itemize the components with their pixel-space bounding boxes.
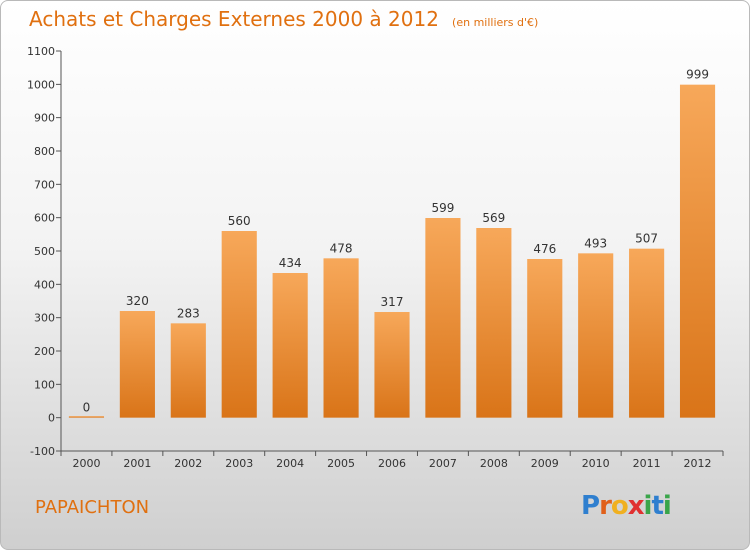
bar xyxy=(374,312,410,418)
x-tick-label: 2004 xyxy=(276,457,304,470)
logo-letter: P xyxy=(581,491,600,521)
bar xyxy=(170,323,206,418)
x-tick-label: 2010 xyxy=(582,457,610,470)
axes: -100 0 100 200 300 400 500 600 700 800 900 1000 1100… xyxy=(27,45,724,470)
bar xyxy=(221,231,257,418)
x-tick-label: 2002 xyxy=(174,457,202,470)
y-tick-label: 1000 xyxy=(27,78,55,91)
town-name: PAPAICHTON xyxy=(35,497,150,518)
bar xyxy=(68,416,105,418)
logo-letter: o xyxy=(610,491,629,521)
bar xyxy=(476,228,512,418)
y-tick-label: 400 xyxy=(34,278,55,291)
data-label: 478 xyxy=(330,241,353,255)
data-label: 569 xyxy=(482,211,505,225)
title-line: Achats et Charges Externes 2000 à 2012 (… xyxy=(29,7,538,31)
x-tick-label: 2008 xyxy=(480,457,508,470)
data-label: 999 xyxy=(686,68,709,82)
x-tick-label: 2006 xyxy=(378,457,406,470)
data-label: 434 xyxy=(279,256,302,270)
x-tick-label: 2009 xyxy=(531,457,559,470)
data-label: 320 xyxy=(126,294,149,308)
bar xyxy=(425,218,461,418)
chart-subtitle: (en milliers d'€) xyxy=(452,16,539,29)
bar xyxy=(323,258,359,418)
y-tick-label: -100 xyxy=(30,445,55,458)
x-tick-label: 2001 xyxy=(123,457,151,470)
bar xyxy=(527,259,563,418)
data-label: 0 xyxy=(83,401,91,415)
x-tick-label: 2007 xyxy=(429,457,457,470)
data-label: 317 xyxy=(381,295,404,309)
x-tick-label: 2003 xyxy=(225,457,253,470)
bar xyxy=(679,84,716,418)
bar xyxy=(578,253,614,418)
logo-letter: x xyxy=(627,491,645,521)
y-tick-label: 1100 xyxy=(27,45,55,58)
data-label: 560 xyxy=(228,214,251,228)
data-label: 476 xyxy=(533,242,556,256)
y-tick-label: 0 xyxy=(48,412,55,425)
bar xyxy=(629,248,665,418)
y-tick-label: 200 xyxy=(34,345,55,358)
x-tick-label: 2012 xyxy=(684,457,712,470)
data-label: 493 xyxy=(584,236,607,250)
logo-letter: i xyxy=(662,491,672,521)
logo-letter: t xyxy=(651,491,663,521)
bar xyxy=(119,311,155,418)
bars xyxy=(68,84,716,418)
logo-letter: r xyxy=(599,491,612,521)
y-tick-label: 500 xyxy=(34,245,55,258)
y-tick-label: 100 xyxy=(34,378,55,391)
proxiti-logo: Proxiti xyxy=(581,491,672,521)
data-label: 599 xyxy=(431,201,454,215)
y-tick-label: 700 xyxy=(34,178,55,191)
data-labels: 0 320 283 560 434 478 317 599 569 476 493 507 999 xyxy=(83,68,709,415)
bar xyxy=(272,273,308,418)
data-label: 283 xyxy=(177,306,200,320)
data-label: 507 xyxy=(635,232,658,246)
x-tick-label: 2011 xyxy=(633,457,661,470)
x-tick-label: 2000 xyxy=(72,457,100,470)
x-tick-label: 2005 xyxy=(327,457,355,470)
y-tick-label: 800 xyxy=(34,145,55,158)
y-tick-label: 600 xyxy=(34,212,55,225)
y-tick-label: 300 xyxy=(34,312,55,325)
y-tick-label: 900 xyxy=(34,112,55,125)
logo-letter: i xyxy=(643,491,653,521)
chart-title: Achats et Charges Externes 2000 à 2012 xyxy=(29,7,439,31)
